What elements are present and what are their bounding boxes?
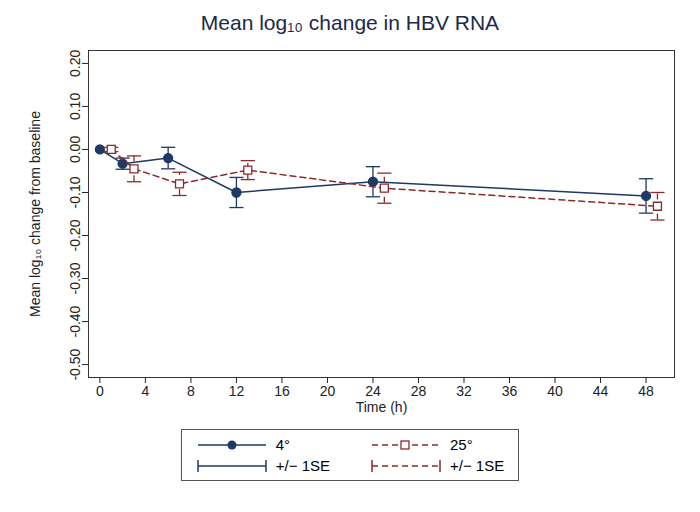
svg-text:44: 44 xyxy=(593,383,609,399)
svg-text:4: 4 xyxy=(141,383,149,399)
html-text:Mean log₁₀ change in HBV RNA: Mean log₁₀ change in HBV RNA xyxy=(200,11,500,34)
html-text:25°: 25° xyxy=(450,436,473,453)
svg-text:36: 36 xyxy=(502,383,518,399)
svg-text:0: 0 xyxy=(96,383,104,399)
html-text:4°: 4° xyxy=(275,436,291,453)
svg-text:12: 12 xyxy=(229,383,245,399)
html-text:+/− 1SE: +/− 1SE xyxy=(450,457,505,474)
svg-text:0.00: 0.00 xyxy=(67,136,83,163)
svg-text:16: 16 xyxy=(274,383,290,399)
svg-text:20: 20 xyxy=(320,383,336,399)
svg-text:28: 28 xyxy=(411,383,427,399)
svg-text:-0.30: -0.30 xyxy=(67,262,83,294)
svg-text:48: 48 xyxy=(638,383,654,399)
svg-text:-0.10: -0.10 xyxy=(67,176,83,208)
svg-text:Time (h): Time (h) xyxy=(356,399,408,415)
html-text:+/− 1SE: +/− 1SE xyxy=(275,457,330,474)
svg-text:-0.40: -0.40 xyxy=(67,305,83,337)
svg-text:-0.50: -0.50 xyxy=(67,348,83,380)
svg-text:24: 24 xyxy=(365,383,381,399)
svg-text:8: 8 xyxy=(187,383,195,399)
svg-text:40: 40 xyxy=(547,383,563,399)
svg-text:-0.20: -0.20 xyxy=(67,219,83,251)
svg-text:32: 32 xyxy=(456,383,472,399)
svg-text:0.20: 0.20 xyxy=(67,50,83,77)
svg-text:0.10: 0.10 xyxy=(67,93,83,120)
svg-text:Mean log₁₀ change from baselin: Mean log₁₀ change from baseline xyxy=(27,111,43,317)
